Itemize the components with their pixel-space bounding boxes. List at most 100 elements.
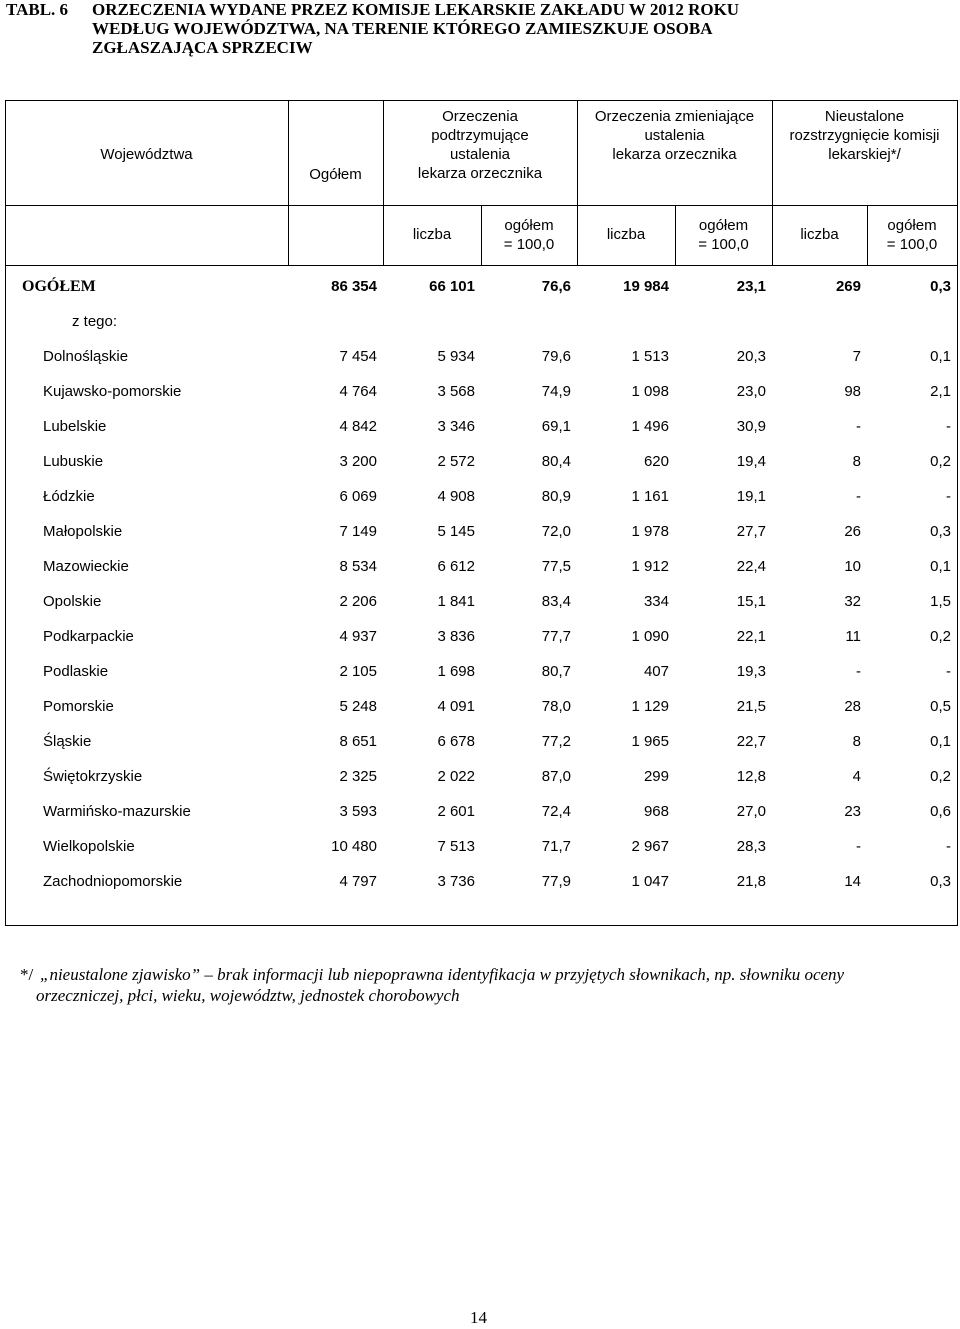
total-value: 19 984 bbox=[623, 278, 669, 295]
table-value: 0,1 bbox=[930, 733, 951, 750]
table-value: 334 bbox=[643, 593, 669, 610]
header-text: Orzeczenia bbox=[442, 108, 518, 125]
table-value: 19,1 bbox=[736, 488, 766, 505]
total-value: 269 bbox=[835, 278, 861, 295]
table-value: 74,9 bbox=[541, 383, 571, 400]
table-value: 0,1 bbox=[930, 348, 951, 365]
table-value: 1 698 bbox=[437, 663, 475, 680]
table-value: 0,1 bbox=[930, 558, 951, 575]
table-value: 98 bbox=[844, 383, 861, 400]
table-value: 0,2 bbox=[930, 628, 951, 645]
table-value: 8 651 bbox=[339, 733, 377, 750]
total-value: 66 101 bbox=[429, 278, 475, 295]
table-value: 71,7 bbox=[541, 838, 571, 855]
table-label: TABL. 6 bbox=[6, 0, 69, 19]
region-name: Małopolskie bbox=[43, 523, 123, 540]
region-name: Kujawsko-pomorskie bbox=[43, 383, 182, 400]
subheader-text: ogółem bbox=[698, 216, 749, 234]
table-value: 299 bbox=[643, 768, 669, 785]
page-number: 14 bbox=[470, 1308, 487, 1327]
table-value: 22,7 bbox=[736, 733, 766, 750]
table-value: 5 248 bbox=[339, 698, 377, 715]
header-text: lekarskiej*/ bbox=[828, 146, 901, 163]
region-name: Podlaskie bbox=[43, 663, 109, 680]
table-value: 0,2 bbox=[930, 768, 951, 785]
table-value: 0,2 bbox=[930, 453, 951, 470]
table-value: - bbox=[946, 418, 951, 435]
table-value: - bbox=[856, 663, 861, 680]
header-text: Województwa bbox=[100, 146, 193, 163]
table-value: 4 764 bbox=[339, 383, 377, 400]
region-name: Lubelskie bbox=[43, 418, 107, 435]
subheader-text: = 100,0 bbox=[698, 235, 749, 253]
table-value: 23 bbox=[844, 803, 861, 820]
table-value: - bbox=[946, 663, 951, 680]
table-value: 7 149 bbox=[339, 523, 377, 540]
table-value: 77,5 bbox=[541, 558, 571, 575]
table-value: 28,3 bbox=[736, 838, 766, 855]
table-value: 7 454 bbox=[339, 348, 377, 365]
table-value: 11 bbox=[845, 628, 861, 645]
table-value: 19,3 bbox=[736, 663, 766, 680]
table-value: 0,3 bbox=[930, 523, 951, 540]
table-value: 3 593 bbox=[339, 803, 377, 820]
total-value: 0,3 bbox=[930, 278, 951, 295]
table-value: 968 bbox=[643, 803, 669, 820]
table-value: 80,4 bbox=[541, 453, 571, 470]
footnote-line: „nieustalone zjawisko” – brak informacji… bbox=[40, 965, 845, 984]
header-cell bbox=[288, 100, 384, 206]
table-value: 4 937 bbox=[339, 628, 377, 645]
table-value: 0,5 bbox=[930, 698, 951, 715]
table-value: 4 842 bbox=[339, 418, 377, 435]
table-value: 5 934 bbox=[437, 348, 475, 365]
header-text: lekarza orzecznika bbox=[417, 165, 543, 182]
table-value: 1 965 bbox=[631, 733, 669, 750]
table-value: - bbox=[946, 488, 951, 505]
table-value: 6 069 bbox=[339, 488, 377, 505]
table-value: 1 098 bbox=[631, 383, 669, 400]
region-name: Zachodniopomorskie bbox=[43, 873, 183, 890]
table-value: 0,3 bbox=[930, 873, 951, 890]
table-value: 10 480 bbox=[331, 838, 377, 855]
table-value: 69,1 bbox=[541, 418, 571, 435]
table-value: 4 bbox=[852, 768, 861, 785]
table-value: 1 496 bbox=[631, 418, 669, 435]
table-value: - bbox=[856, 418, 861, 435]
table-value: 78,0 bbox=[541, 698, 571, 715]
table-value: 6 612 bbox=[437, 558, 475, 575]
subheader-text: liczba bbox=[800, 226, 839, 243]
table-value: 8 534 bbox=[339, 558, 377, 575]
subtotal-label: z tego: bbox=[72, 313, 118, 330]
table-value: 79,6 bbox=[541, 348, 571, 365]
table-value: 80,7 bbox=[541, 663, 571, 680]
table-value: 620 bbox=[643, 453, 669, 470]
table-value: 23,0 bbox=[736, 383, 766, 400]
total-value: 76,6 bbox=[541, 278, 571, 295]
header-cell bbox=[288, 205, 384, 266]
footnote-line: orzeczniczej, płci, wieku, województw, j… bbox=[36, 986, 460, 1005]
table-value: 7 bbox=[852, 348, 861, 365]
table-value: 2 325 bbox=[339, 768, 377, 785]
table-value: 28 bbox=[844, 698, 861, 715]
table-value: 14 bbox=[844, 873, 861, 890]
table-value: 3 736 bbox=[437, 873, 475, 890]
table-value: 1 912 bbox=[631, 558, 669, 575]
table-value: 1 129 bbox=[631, 698, 669, 715]
table-value: 1 090 bbox=[631, 628, 669, 645]
region-name: Warmińsko-mazurskie bbox=[43, 803, 191, 820]
table-value: 26 bbox=[844, 523, 861, 540]
title-line: ZGŁASZAJĄCA SPRZECIW bbox=[92, 38, 313, 57]
table-value: 87,0 bbox=[541, 768, 571, 785]
region-name: Dolnośląskie bbox=[43, 348, 129, 365]
table-value: - bbox=[946, 838, 951, 855]
total-value: 86 354 bbox=[331, 278, 377, 295]
table-value: 2 601 bbox=[437, 803, 475, 820]
table-value: 2,1 bbox=[930, 383, 951, 400]
table-value: 21,5 bbox=[736, 698, 766, 715]
header-text: Nieustalone bbox=[824, 108, 905, 125]
table-value: - bbox=[856, 488, 861, 505]
table-value: 4 908 bbox=[437, 488, 475, 505]
region-name: Mazowieckie bbox=[43, 558, 129, 575]
table-value: 77,9 bbox=[541, 873, 571, 890]
region-name: Opolskie bbox=[43, 593, 102, 610]
